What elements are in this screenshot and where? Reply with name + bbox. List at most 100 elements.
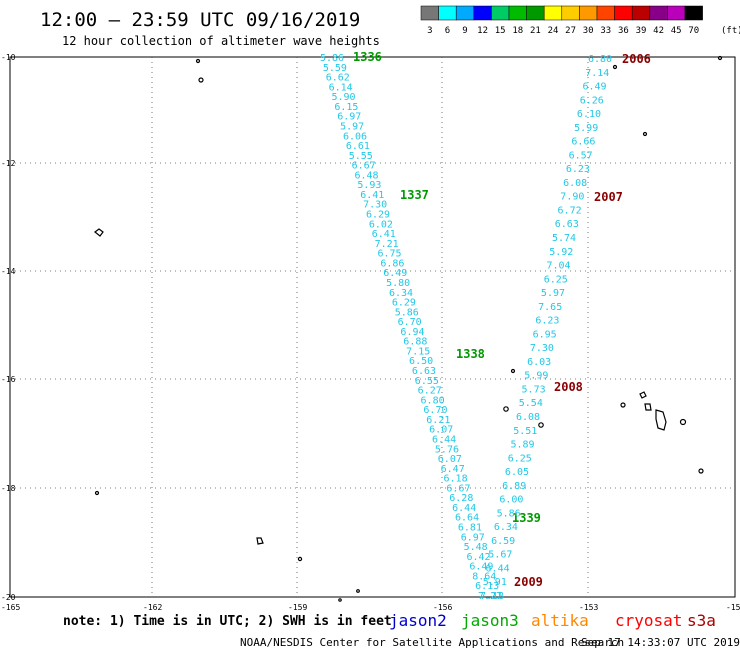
wave-height-value: 7.30 xyxy=(363,200,387,211)
island-outline xyxy=(256,537,264,545)
wave-height-value: 6.41 xyxy=(372,229,396,240)
wave-height-value: 6.23 xyxy=(535,316,559,327)
island-outline xyxy=(94,228,104,237)
island-outline xyxy=(620,402,626,408)
wave-height-value: 6.25 xyxy=(508,453,532,464)
legend-label: 24 xyxy=(548,26,559,36)
wave-height-value: 5.90 xyxy=(331,92,355,103)
longitude-tick-label: -159 xyxy=(288,603,307,612)
mission-label: jason3 xyxy=(461,611,519,630)
wave-height-value: 6.55 xyxy=(415,376,439,387)
wave-height-value: 6.14 xyxy=(329,82,353,93)
longitude-tick-label: -162 xyxy=(143,603,162,612)
wave-height-value: 6.72 xyxy=(558,205,582,216)
footer-credit: NOAA/NESDIS Center for Satellite Applica… xyxy=(240,636,624,649)
legend-swatch xyxy=(420,5,439,21)
latitude-tick-label: -20 xyxy=(1,593,16,602)
legend-swatch xyxy=(667,5,686,21)
wave-height-value: 6.18 xyxy=(444,474,468,485)
legend-swatch xyxy=(508,5,527,21)
wave-height-value: 5.76 xyxy=(435,444,459,455)
mission-label: s3a xyxy=(687,611,716,630)
wave-height-value: 6.44 xyxy=(432,434,456,445)
wave-height-value: 6.67 xyxy=(446,483,470,494)
wave-height-value: 7.90 xyxy=(560,192,584,203)
longitude-tick-label: -153 xyxy=(579,603,598,612)
wave-height-value: 7.21 xyxy=(375,239,399,250)
wave-height-value: 6.03 xyxy=(527,357,551,368)
legend-label: 39 xyxy=(636,26,647,36)
pass-label: 1339 xyxy=(512,511,541,525)
legend-swatch xyxy=(649,5,668,21)
latitude-tick-label: -16 xyxy=(1,375,16,384)
wave-height-value: 6.10 xyxy=(577,109,601,120)
wave-height-value: 6.25 xyxy=(544,274,568,285)
wave-height-value: 6.42 xyxy=(467,552,491,563)
wave-height-value: 6.81 xyxy=(458,523,482,534)
lat-lon-grid xyxy=(10,57,735,597)
wave-height-value: 5.67 xyxy=(488,550,512,561)
island-outline xyxy=(538,422,544,428)
legend-swatch xyxy=(579,5,598,21)
island-outline xyxy=(612,64,618,70)
axis-tick-labels: -10 -12 -14 -16 -18 -20-165 -162 -159 -156 -153 -1… xyxy=(1,53,740,612)
legend-label: 42 xyxy=(653,26,664,36)
wave-height-value: 6.02 xyxy=(369,219,393,230)
island-outline xyxy=(297,556,303,562)
legend-swatch xyxy=(684,5,703,21)
island-outline xyxy=(195,58,201,64)
wave-height-value: 6.44 xyxy=(486,563,510,574)
pass-label: 1338 xyxy=(456,347,485,361)
mission-label: cryosat xyxy=(615,611,682,630)
wave-height-value: 5.92 xyxy=(549,247,573,258)
wave-height-value: 5.97 xyxy=(541,288,565,299)
legend-label: 27 xyxy=(565,26,576,36)
legend-label: 33 xyxy=(600,26,611,36)
island-outline xyxy=(198,77,204,83)
wave-height-value: 5.91 xyxy=(483,577,507,588)
wave-height-value: 6.07 xyxy=(438,454,462,465)
pass-label: 2006 xyxy=(622,52,651,66)
wave-height-value: 6.67 xyxy=(352,161,376,172)
wave-height-value: 6.49 xyxy=(383,268,407,279)
pass-label: 1337 xyxy=(400,188,429,202)
wave-height-value: 6.75 xyxy=(377,249,401,260)
longitude-tick-label: -156 xyxy=(433,603,452,612)
wave-height-value: 6.47 xyxy=(441,464,465,475)
longitude-tick-label: -165 xyxy=(1,603,20,612)
latitude-tick-label: -10 xyxy=(1,53,16,62)
wave-height-value: 6.48 xyxy=(354,170,378,181)
wave-height-value: 6.86 xyxy=(380,258,404,269)
wave-height-value: 5.80 xyxy=(386,278,410,289)
island-outline xyxy=(679,418,687,426)
mission-label: jason2 xyxy=(389,611,447,630)
latitude-tick-label: -12 xyxy=(1,159,16,168)
wave-height-value: 6.06 xyxy=(343,131,367,142)
pass-label: 1336 xyxy=(353,50,382,64)
pass-label: 2009 xyxy=(514,575,543,589)
wave-height-value: 5.59 xyxy=(323,63,347,74)
legend-swatch xyxy=(455,5,475,21)
wave-height-value: 6.63 xyxy=(555,219,579,230)
wave-height-value: 6.00 xyxy=(499,495,523,506)
pass-label: 2008 xyxy=(554,380,583,394)
wave-height-value: 6.80 xyxy=(421,395,445,406)
wave-height-value: 6.41 xyxy=(360,190,384,201)
wave-height-value: 6.89 xyxy=(502,481,526,492)
legend-label: 21 xyxy=(530,26,541,36)
legend-swatch xyxy=(438,5,457,21)
island-outline xyxy=(503,406,509,412)
wave-height-value: 6.49 xyxy=(469,562,493,573)
wave-height-value: 5.99 xyxy=(574,123,598,134)
wave-height-value: 6.27 xyxy=(418,386,442,397)
wave-height-value: 7.14 xyxy=(585,68,609,79)
wave-height-value: 5.55 xyxy=(349,151,373,162)
legend-label: 30 xyxy=(583,26,594,36)
wave-height-value: 5.54 xyxy=(519,398,543,409)
wave-height-value: 6.15 xyxy=(334,102,358,113)
map-subtitle: 12 hour collection of altimeter wave hei… xyxy=(62,34,380,48)
wave-height-value: 5.48 xyxy=(464,542,488,553)
wave-height-value: 5.74 xyxy=(552,233,576,244)
legend-label: 18 xyxy=(512,26,523,36)
